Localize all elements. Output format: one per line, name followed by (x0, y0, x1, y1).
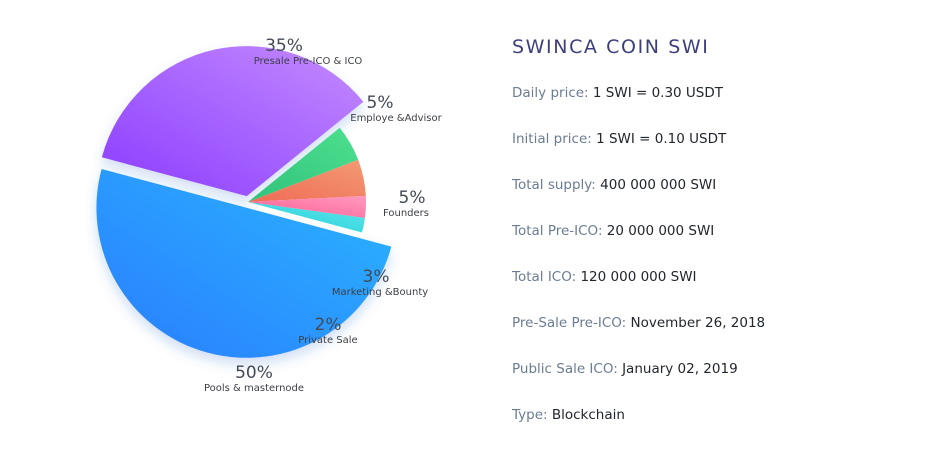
info-label: Public Sale ICO: (512, 361, 618, 377)
info-value: 400 000 000 SWI (600, 177, 717, 193)
info-row-public-sale-ico: Public Sale ICO: January 02, 2019 (512, 360, 912, 406)
slice-percent-label: 2% (315, 315, 342, 335)
pie-slice-presale (101, 46, 364, 197)
pie-slice-founders (248, 159, 366, 202)
info-value: 1 SWI = 0.10 USDT (596, 131, 727, 147)
info-label: Daily price: (512, 85, 589, 101)
info-value: January 02, 2019 (622, 361, 738, 377)
info-label: Initial price: (512, 131, 592, 147)
allocation-pie-chart: 35% Presale Pre-ICO & ICO 5% Employe &Advis… (96, 36, 443, 394)
info-label: Total supply: (512, 177, 596, 193)
info-label: Type: (512, 407, 548, 423)
info-row-total-ico: Total ICO: 120 000 000 SWI (512, 268, 912, 314)
info-row-total-supply: Total supply: 400 000 000 SWI (512, 176, 912, 222)
info-value: November 26, 2018 (630, 315, 766, 331)
token-info-list: Daily price: 1 SWI = 0.30 USDT Initial p… (512, 84, 912, 452)
info-row-presale-pre-ico: Pre-Sale Pre-ICO: November 26, 2018 (512, 314, 912, 360)
info-row-daily-price: Daily price: 1 SWI = 0.30 USDT (512, 84, 912, 130)
slice-name-label: Marketing &Bounty (332, 287, 428, 298)
token-title: SWINCA COIN SWI (512, 36, 710, 58)
info-value: 120 000 000 SWI (580, 269, 697, 285)
info-label: Total Pre-ICO: (512, 223, 603, 239)
slice-percent-label: 5% (367, 93, 394, 113)
slice-name-label: Presale Pre-ICO & ICO (254, 56, 363, 67)
slice-percent-label: 35% (265, 36, 303, 56)
info-label: Pre-Sale Pre-ICO: (512, 315, 627, 331)
pie-slice-marketing (248, 195, 366, 219)
slice-name-label: Founders (383, 208, 429, 219)
info-value: Blockchain (551, 407, 625, 423)
token-info-panel: SWINCA COIN SWI Daily price: 1 SWI = 0.3… (512, 36, 912, 452)
slice-name-label: Private Sale (298, 335, 357, 346)
slice-percent-label: 50% (235, 363, 273, 383)
slice-name-label: Pools & masternode (204, 383, 304, 394)
slice-percent-label: 3% (363, 267, 390, 287)
slice-percent-label: 5% (399, 188, 426, 208)
slice-name-label: Employe &Advisor (350, 113, 442, 124)
info-row-type: Type: Blockchain (512, 406, 912, 452)
info-row-total-pre-ico: Total Pre-ICO: 20 000 000 SWI (512, 222, 912, 268)
pie-slice-private (248, 202, 365, 233)
info-row-initial-price: Initial price: 1 SWI = 0.10 USDT (512, 130, 912, 176)
info-value: 1 SWI = 0.30 USDT (592, 85, 724, 101)
pie-slice-employee (248, 127, 359, 202)
info-value: 20 000 000 SWI (606, 223, 715, 239)
pie-slice-pools (96, 168, 392, 358)
pie-slices (96, 46, 392, 358)
info-label: Total ICO: (512, 269, 577, 285)
